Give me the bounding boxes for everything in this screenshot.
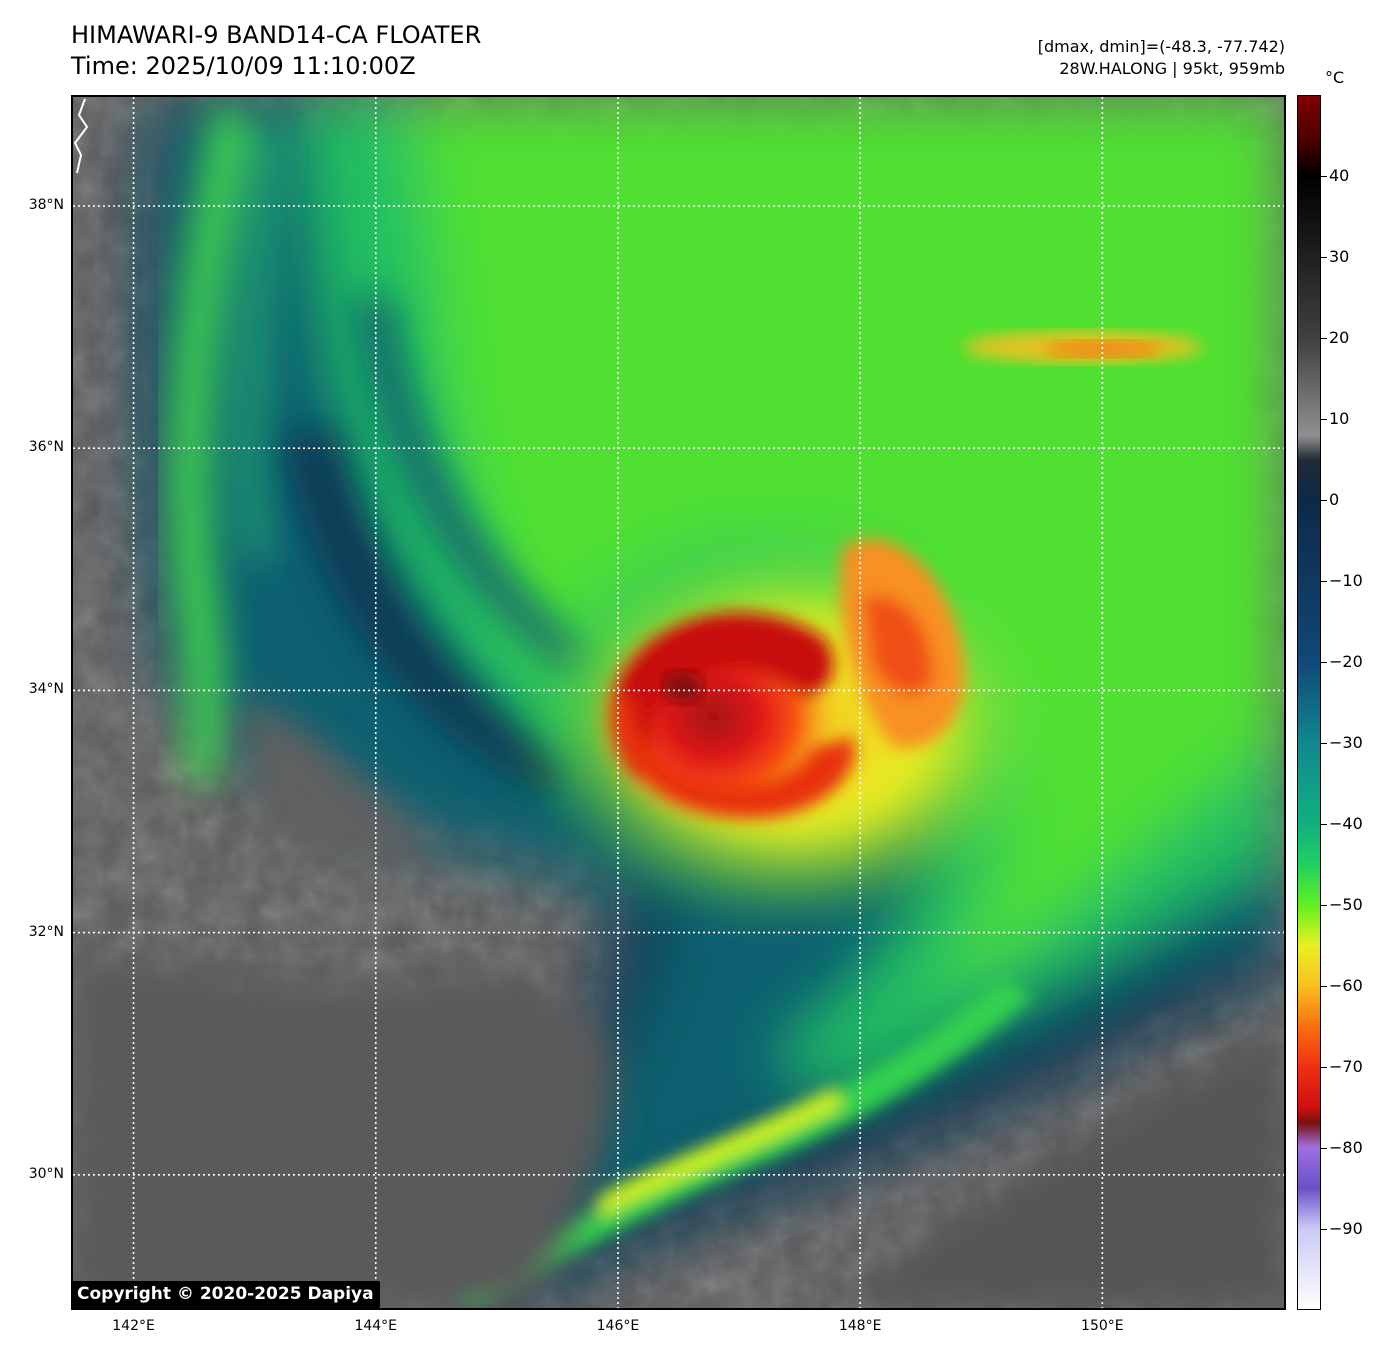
colorbar-tick (1321, 176, 1327, 177)
colorbar-tick (1321, 824, 1327, 825)
colorbar-tick-label: −30 (1329, 733, 1363, 752)
colorbar-tick-label: 40 (1329, 166, 1350, 185)
storm-info: 28W.HALONG | 95kt, 959mb (1059, 59, 1285, 78)
map-timestamp: Time: 2025/10/09 11:10:00Z (71, 52, 416, 80)
colorbar-tick-label: −50 (1329, 895, 1363, 914)
storm-eye (663, 671, 703, 703)
lon-label: 144°E (354, 1318, 398, 1334)
colorbar-tick-label: 0 (1329, 490, 1340, 509)
colorbar-tick (1321, 986, 1327, 987)
lat-label: 34°N (28, 681, 64, 698)
lon-label: 146°E (596, 1318, 640, 1334)
colorbar-tick (1321, 662, 1327, 663)
colorbar-tick (1321, 581, 1327, 582)
lon-label: 148°E (838, 1318, 882, 1334)
colorbar-tick-label: −90 (1329, 1219, 1363, 1238)
lat-label: 32°N (28, 923, 64, 940)
colorbar-tick-label: 30 (1329, 247, 1350, 266)
colorbar-unit: °C (1325, 68, 1345, 87)
map-title: HIMAWARI-9 BAND14-CA FLOATER (71, 21, 482, 49)
satellite-map-svg (73, 97, 1284, 1308)
lon-label: 142°E (112, 1318, 155, 1334)
lat-label: 30°N (28, 1165, 64, 1182)
lon-label: 150°E (1081, 1318, 1124, 1334)
dmax-dmin-readout: [dmax, dmin]=(-48.3, -77.742) (1037, 37, 1285, 56)
colorbar-tick (1321, 1148, 1327, 1149)
temperature-colorbar (1297, 95, 1321, 1310)
colorbar-tick (1321, 257, 1327, 258)
gridlines (73, 97, 1284, 1308)
copyright-notice: Copyright © 2020-2025 Dapiya (71, 1281, 380, 1308)
lat-label: 38°N (28, 196, 64, 213)
coastline (73, 98, 89, 174)
colorbar-tick-label: −70 (1329, 1057, 1363, 1076)
colorbar-tick (1321, 743, 1327, 744)
colorbar-tick (1321, 1229, 1327, 1230)
colorbar-tick (1321, 419, 1327, 420)
colorbar-tick-label: −10 (1329, 571, 1363, 590)
colorbar-tick (1321, 905, 1327, 906)
colorbar-tick-label: −20 (1329, 652, 1363, 671)
colorbar-tick (1321, 500, 1327, 501)
colorbar-tick-label: −60 (1329, 976, 1363, 995)
colorbar-tick (1321, 338, 1327, 339)
colorbar-tick (1321, 1067, 1327, 1068)
colorbar-tick-label: 10 (1329, 409, 1350, 428)
satellite-image (71, 95, 1286, 1310)
lat-label: 36°N (28, 439, 64, 456)
colorbar-tick-label: 20 (1329, 328, 1350, 347)
colorbar-tick-label: −40 (1329, 814, 1363, 833)
colorbar-tick-label: −80 (1329, 1138, 1363, 1157)
